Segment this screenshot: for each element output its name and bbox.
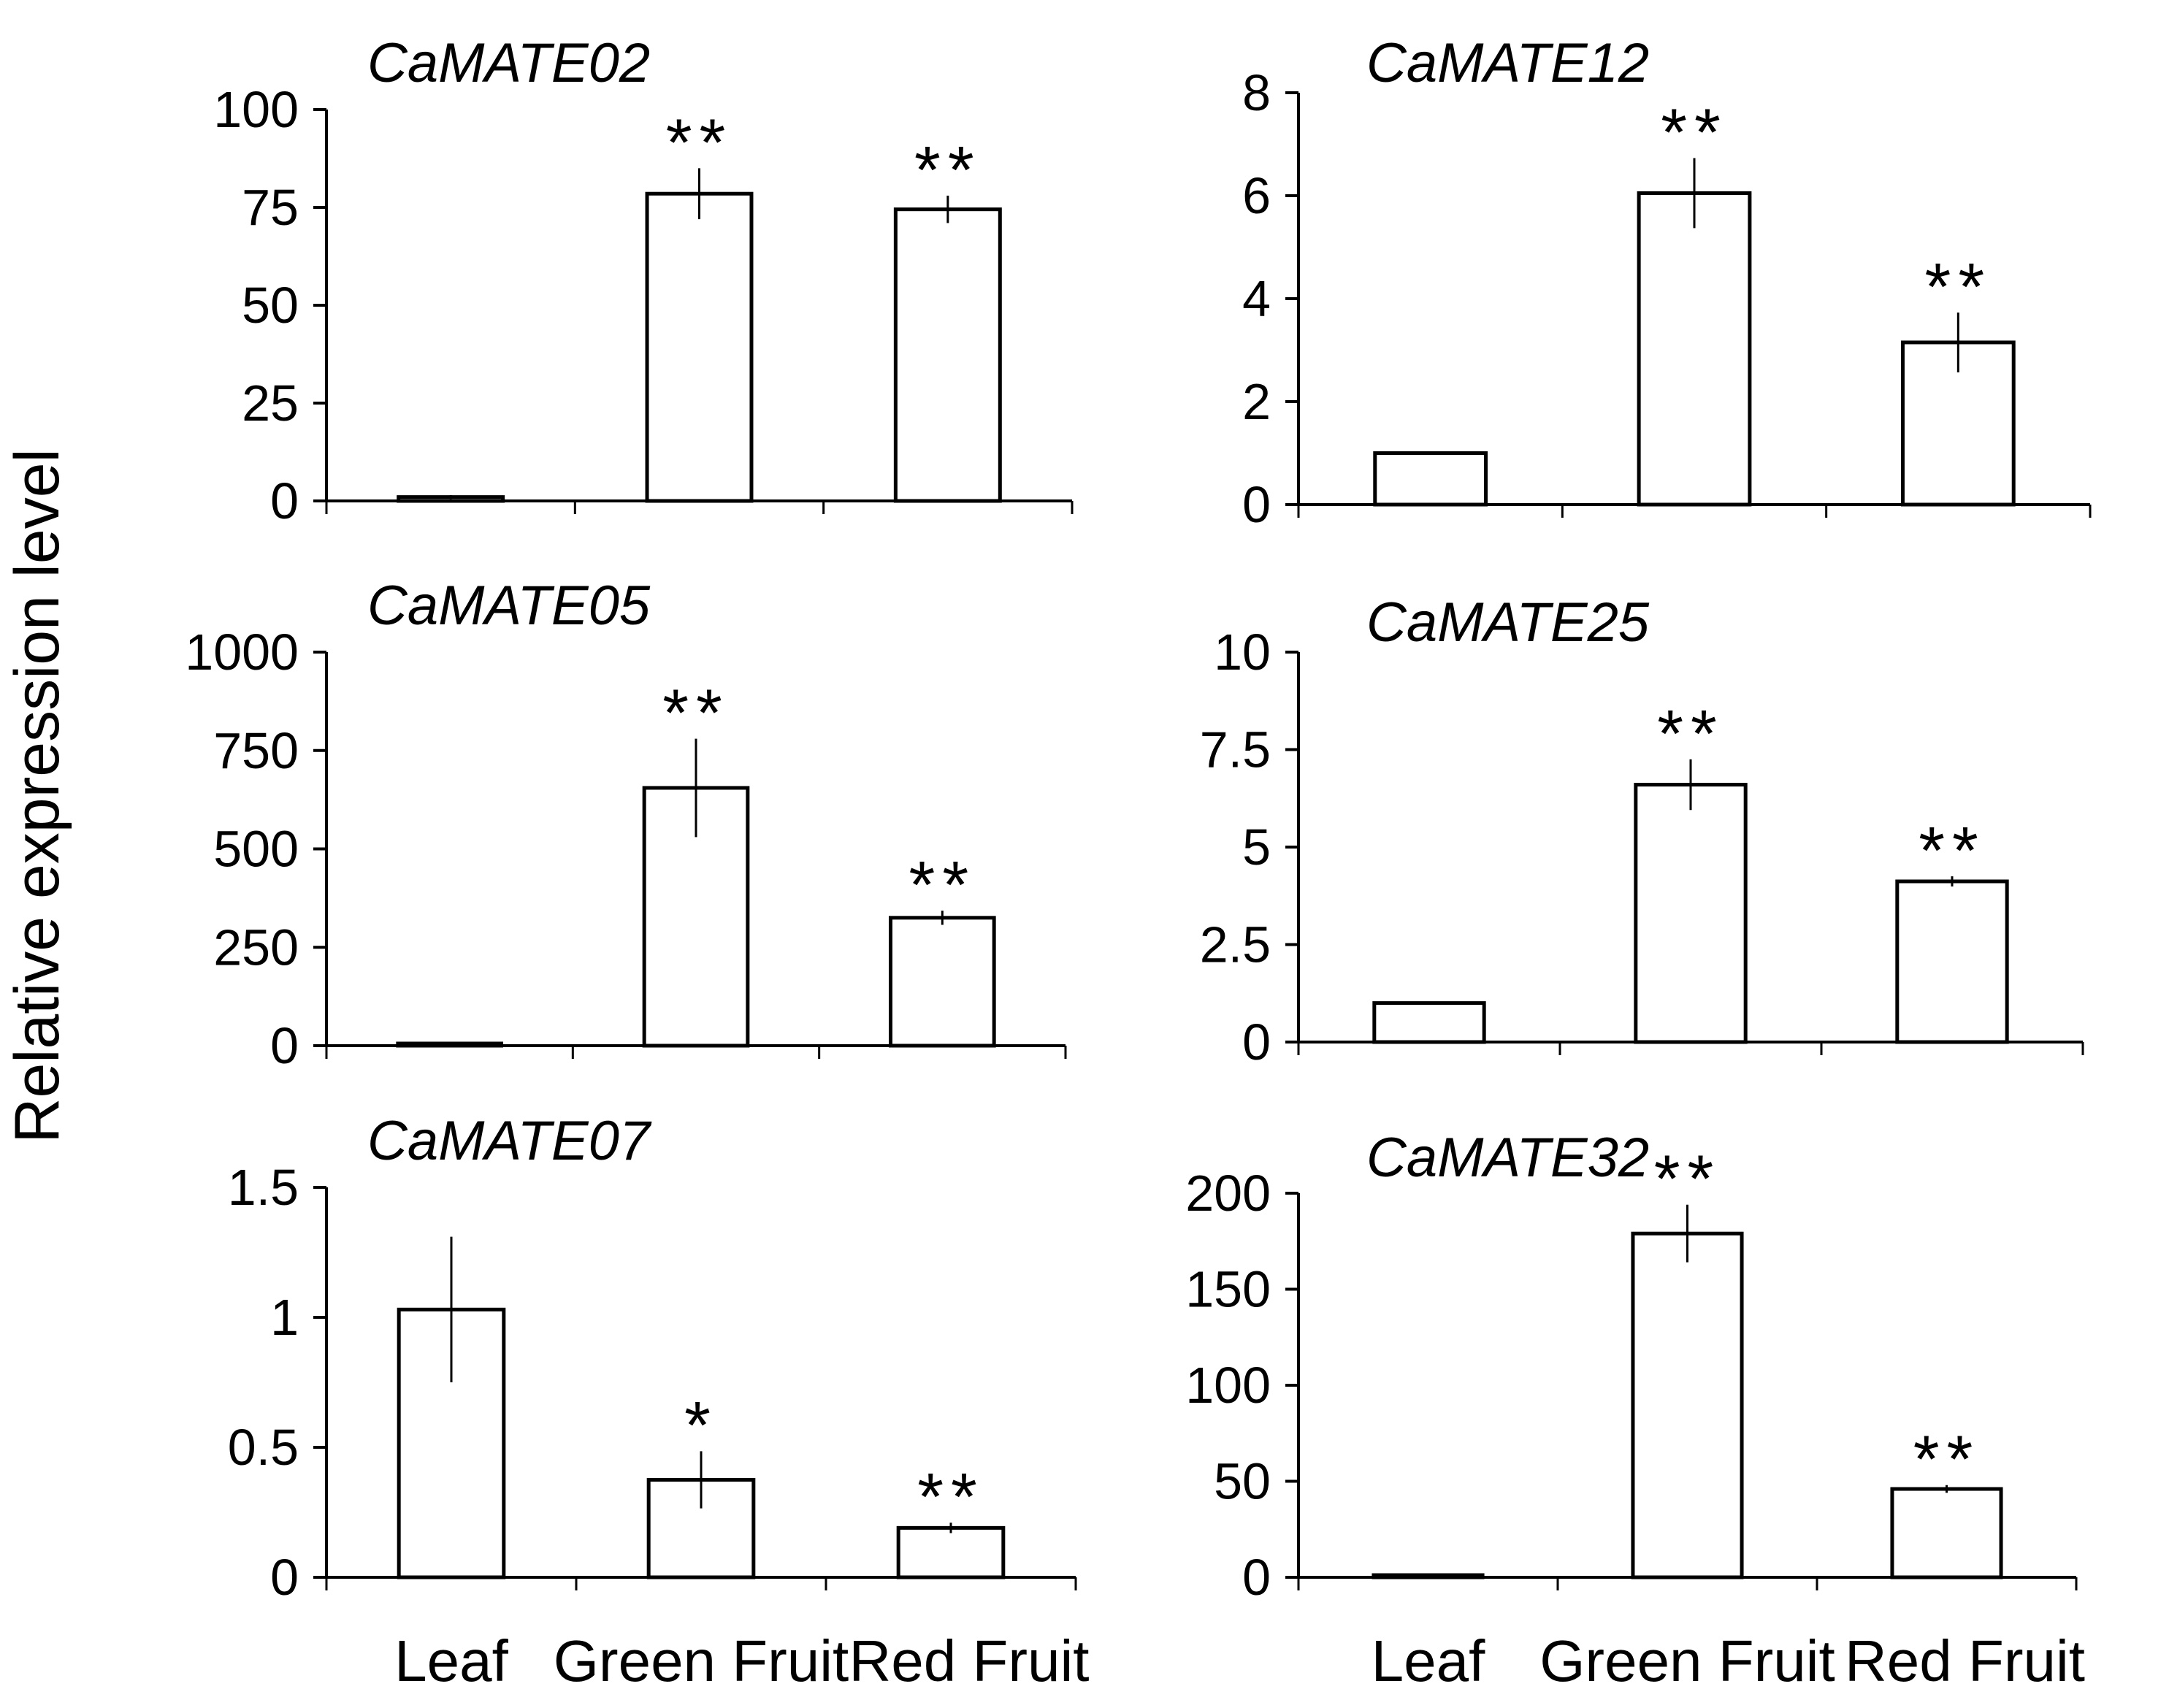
significance-marker: ** bbox=[909, 849, 976, 923]
y-tick-label: 50 bbox=[1214, 1453, 1271, 1510]
panel-title: CaMATE32 bbox=[1366, 1127, 1649, 1189]
y-tick-label: 1000 bbox=[185, 624, 299, 681]
y-tick-label: 2 bbox=[1242, 373, 1271, 430]
y-axis-label: Relative expression level bbox=[2, 448, 72, 1143]
y-tick-label: 5 bbox=[1242, 819, 1271, 876]
bar-Leaf bbox=[1373, 451, 1488, 507]
significance-marker: ** bbox=[1661, 96, 1728, 170]
panel-title: CaMATE25 bbox=[1366, 591, 1650, 654]
bar-Leaf bbox=[1372, 1573, 1485, 1579]
x-category-label: Leaf bbox=[394, 1628, 508, 1693]
x-category-label: Green Fruit bbox=[1539, 1628, 1835, 1693]
panel-CaMATE25: CaMATE25 0 2.5 5 7.5 10 ** ** bbox=[1200, 591, 2084, 1071]
y-tick-label: 2.5 bbox=[1200, 916, 1271, 973]
y-tick-label: 0 bbox=[270, 472, 299, 529]
y-tick-label: 1 bbox=[270, 1289, 299, 1346]
significance-marker: ** bbox=[1919, 813, 1986, 888]
significance-marker: ** bbox=[1654, 1142, 1721, 1217]
bar-Green Fruit bbox=[1637, 191, 1752, 507]
bar-Red Fruit bbox=[1895, 879, 2009, 1044]
y-tick-label: 500 bbox=[213, 821, 299, 878]
panel-CaMATE02: CaMATE02 0 25 50 75 100 ** ** bbox=[213, 32, 1074, 529]
bar-Red Fruit bbox=[896, 1525, 1006, 1579]
y-tick-label: 0 bbox=[270, 1549, 299, 1606]
y-tick-label: 7.5 bbox=[1200, 721, 1271, 778]
significance-marker: ** bbox=[917, 1460, 984, 1535]
bar-Green Fruit bbox=[1634, 783, 1748, 1044]
y-tick-label: 100 bbox=[213, 81, 299, 138]
bar-Green Fruit bbox=[1631, 1231, 1744, 1579]
y-tick-label: 0 bbox=[270, 1017, 299, 1074]
x-category-label: Green Fruit bbox=[554, 1628, 849, 1693]
panel-title: CaMATE05 bbox=[367, 575, 651, 637]
significance-marker: ** bbox=[662, 676, 730, 751]
bar-Red Fruit bbox=[1890, 1487, 2003, 1579]
y-tick-label: 50 bbox=[242, 277, 299, 334]
y-tick-label: 10 bbox=[1214, 624, 1271, 681]
significance-marker: ** bbox=[1913, 1422, 1981, 1497]
significance-marker: ** bbox=[1925, 250, 1992, 324]
panel-CaMATE32: CaMATE32 0 50 100 150 200 ** ** bbox=[1185, 1127, 2078, 1606]
y-tick-label: 150 bbox=[1185, 1261, 1271, 1318]
x-category-labels: Leaf Green Fruit Red Fruit Leaf Green Fruit R… bbox=[394, 1628, 2085, 1693]
y-tick-label: 0 bbox=[1242, 1549, 1271, 1606]
x-category-label: Red Fruit bbox=[1845, 1628, 2085, 1693]
y-tick-label: 4 bbox=[1242, 270, 1271, 327]
y-tick-label: 6 bbox=[1242, 167, 1271, 224]
panel-title: CaMATE12 bbox=[1366, 32, 1649, 94]
y-tick-label: 0.5 bbox=[228, 1419, 299, 1476]
x-category-label: Red Fruit bbox=[849, 1628, 1090, 1693]
panel-title: CaMATE02 bbox=[367, 32, 650, 94]
x-category-label: Leaf bbox=[1372, 1628, 1485, 1693]
bar-Leaf bbox=[396, 1041, 504, 1048]
y-tick-label: 750 bbox=[213, 722, 299, 779]
bar-Red Fruit bbox=[893, 207, 1002, 503]
significance-marker: ** bbox=[1657, 697, 1724, 771]
y-tick-label: 100 bbox=[1185, 1357, 1271, 1414]
panel-CaMATE05: CaMATE05 0 250 500 750 1000 ** ** bbox=[185, 575, 1067, 1074]
y-tick-label: 0 bbox=[1242, 1014, 1271, 1071]
y-tick-label: 1.5 bbox=[228, 1159, 299, 1216]
y-tick-label: 25 bbox=[242, 375, 299, 432]
y-tick-label: 250 bbox=[213, 919, 299, 976]
panel-CaMATE12: CaMATE12 0 2 4 6 8 ** ** bbox=[1242, 32, 2092, 533]
y-tick-label: 8 bbox=[1242, 64, 1271, 121]
y-tick-label: 75 bbox=[242, 179, 299, 236]
bar-Red Fruit bbox=[888, 916, 996, 1048]
bar-Leaf bbox=[1372, 1001, 1486, 1044]
significance-marker: ** bbox=[666, 106, 733, 180]
y-tick-label: 0 bbox=[1242, 476, 1271, 533]
panel-title: CaMATE07 bbox=[367, 1110, 652, 1172]
significance-marker: * bbox=[684, 1389, 718, 1463]
significance-marker: ** bbox=[914, 133, 982, 207]
y-tick-label: 200 bbox=[1185, 1165, 1271, 1222]
bar-Green Fruit bbox=[645, 191, 754, 503]
